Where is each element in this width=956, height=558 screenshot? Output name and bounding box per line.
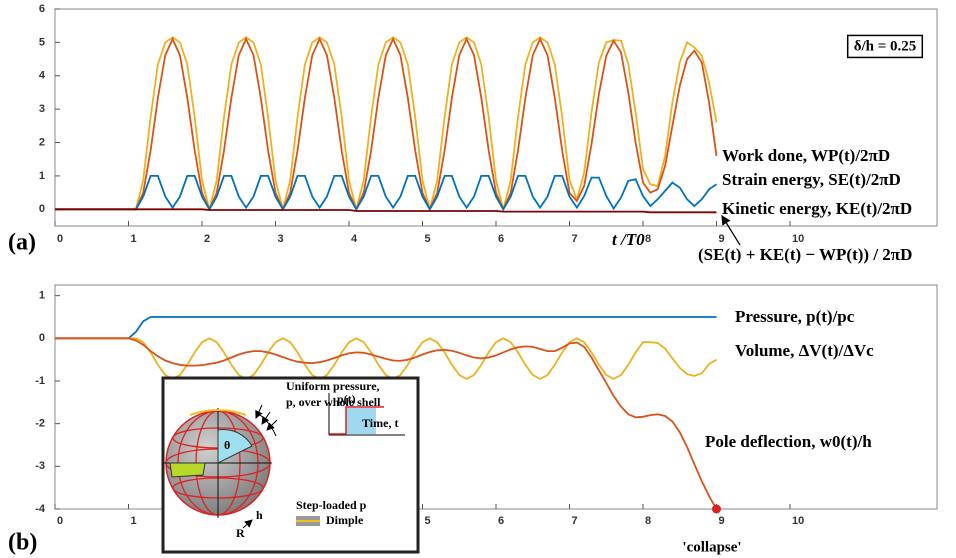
series-label: Kinetic energy, KE(t)/2πD: [722, 199, 912, 218]
y-tick-label: 4: [39, 70, 46, 82]
x-tick-label: 10: [792, 515, 804, 527]
x-tick-label: 6: [498, 515, 504, 527]
inset-text: Dimple: [326, 513, 364, 527]
inset-text: θ: [224, 438, 230, 452]
y-tick-label: 3: [39, 103, 45, 115]
x-tick-label: 0: [57, 233, 63, 245]
x-axis-label: t /T0: [612, 230, 645, 249]
y-tick-label: 5: [39, 36, 45, 48]
panel-label: (a): [8, 230, 36, 256]
panel-label: (b): [8, 530, 37, 556]
x-tick-label: 5: [425, 515, 431, 527]
x-tick-label: 7: [572, 233, 578, 245]
thickness-arrow: [242, 519, 253, 529]
y-tick-label: -2: [35, 418, 45, 430]
annotation-arrow: [721, 214, 741, 246]
annotation: 'collapse': [682, 539, 741, 555]
x-tick-label: 1: [131, 515, 137, 527]
dimple-section: [169, 462, 206, 478]
collapse-point: [712, 504, 721, 514]
series-label: Strain energy, SE(t)/2πD: [722, 170, 901, 189]
inset-text: Uniform pressure,: [286, 379, 380, 393]
y-tick-label: 0: [39, 332, 45, 344]
pressure-arrows: [255, 404, 278, 437]
series-label: Pressure, p(t)/pc: [735, 307, 855, 326]
series-line: [55, 36, 718, 211]
inset-diagram: Uniform pressure, p, over whole shell p(…: [161, 376, 420, 554]
annotation: δ/h = 0.25: [854, 38, 917, 54]
load-area: [346, 408, 376, 434]
series-line: [55, 36, 718, 212]
inset-text: p, over whole shell: [286, 395, 381, 409]
series-label: Work done, WP(t)/2πD: [722, 146, 890, 165]
x-tick-label: 5: [425, 233, 431, 245]
inset-text: Time, t: [362, 416, 398, 430]
y-tick-label: -3: [35, 460, 45, 472]
series-line: [55, 208, 717, 214]
y-tick-label: 0: [39, 203, 45, 215]
y-tick-label: 1: [39, 170, 45, 182]
x-tick-label: 4: [351, 233, 358, 245]
x-tick-label: 3: [278, 233, 284, 245]
y-tick-label: -4: [35, 503, 46, 515]
y-tick-label: -1: [35, 375, 45, 387]
inset-text: R: [236, 526, 245, 540]
x-tick-label: 10: [792, 233, 804, 245]
load-step: [329, 406, 384, 435]
inset-text: p(t): [337, 392, 356, 406]
x-tick-label: 0: [57, 515, 63, 527]
series-line: [55, 337, 717, 380]
x-tick-label: 6: [498, 233, 504, 245]
series-label: Pole deflection, w0(t)/h: [705, 432, 872, 451]
series-line: [55, 316, 717, 340]
x-tick-label: 2: [204, 233, 210, 245]
y-tick-label: 1: [39, 290, 45, 302]
inset-text: h: [256, 508, 263, 522]
x-tick-label: 9: [719, 233, 725, 245]
x-tick-label: 9: [719, 515, 725, 527]
y-tick-label: 6: [39, 3, 45, 15]
y-tick-label: 2: [39, 136, 45, 148]
sector: [217, 429, 253, 464]
x-tick-label: 1: [131, 233, 137, 245]
series-label: (SE(t) + KE(t) − WP(t)) / 2πD: [698, 245, 912, 264]
series-line: [55, 337, 718, 510]
x-tick-label: 8: [645, 515, 651, 527]
dimple: [189, 409, 247, 416]
annotation-box: [846, 34, 924, 59]
inset-text: Step-loaded p: [296, 498, 367, 512]
x-tick-label: 7: [572, 515, 578, 527]
x-tick-label: 8: [645, 233, 651, 245]
series-line: [55, 175, 718, 212]
series-label: Volume, ΔV(t)/ΔVc: [735, 341, 874, 360]
